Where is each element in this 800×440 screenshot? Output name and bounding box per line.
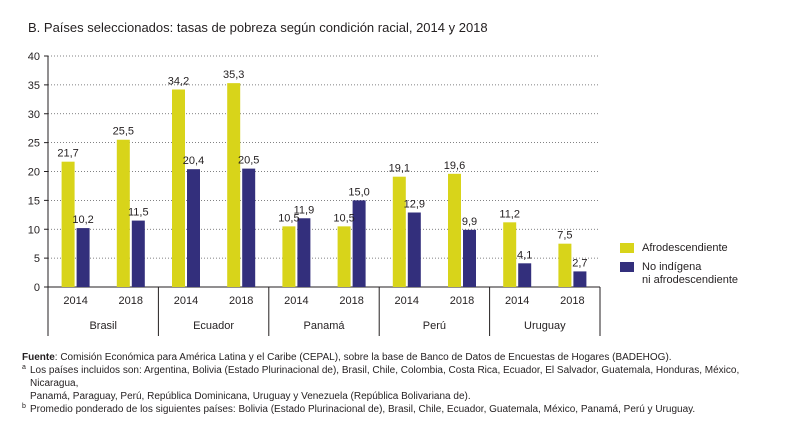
bar-no-indigena [76, 228, 90, 287]
x-tick-label-year: 2014 [395, 295, 419, 307]
y-tick-label: 5 [34, 253, 40, 265]
source-note: Fuente: Comisión Económica para América … [22, 351, 782, 364]
legend-swatch-no-indigena [620, 262, 634, 272]
data-label-no-indigena: 4,1 [517, 249, 532, 261]
bar-afrodescendiente [392, 176, 406, 287]
y-tick-label: 10 [28, 224, 40, 236]
bar-no-indigena [518, 263, 532, 287]
footnote-a: a Los países incluidos son: Argentina, Bo… [22, 364, 782, 390]
x-group-label: Uruguay [524, 320, 566, 332]
legend-item-afro: Afrodescendiente [620, 242, 738, 255]
footnote-a-line1: Los países incluidos son: Argentina, Bol… [30, 365, 740, 389]
y-tick-label: 15 [28, 195, 40, 207]
data-label-afrodescendiente: 25,5 [113, 126, 134, 138]
data-label-afrodescendiente: 7,5 [557, 230, 572, 242]
y-tick-label: 40 [28, 51, 40, 63]
data-label-afrodescendiente: 35,3 [223, 69, 244, 81]
source-text: : Comisión Económica para América Latina… [54, 352, 672, 363]
footnote-b-text: Promedio ponderado de los siguientes paí… [30, 404, 696, 415]
bar-afrodescendiente [503, 222, 517, 287]
legend-label-no-indigena-line2: ni afrodescendiente [642, 274, 739, 286]
bar-no-indigena [131, 220, 145, 287]
x-group-label: Panamá [304, 320, 346, 332]
footnote-b: b Promedio ponderado de los siguientes pa… [22, 403, 782, 416]
data-label-no-indigena: 12,9 [404, 199, 425, 211]
legend-label-no-indigena-line1: No indígena [642, 261, 702, 273]
footnote-a-mark: a [22, 364, 26, 371]
footnotes: Fuente: Comisión Económica para América … [22, 351, 782, 416]
data-label-no-indigena: 20,4 [183, 155, 204, 167]
x-tick-label-year: 2014 [63, 295, 87, 307]
footnote-a-continued: Panamá, Paraguay, Perú, República Domini… [22, 390, 782, 403]
bar-no-indigena [187, 169, 200, 287]
bar-afrodescendiente [116, 139, 130, 287]
bar-no-indigena [573, 271, 587, 287]
data-label-afrodescendiente: 10,5 [333, 212, 354, 224]
bar-chart: 0 5 10 15 20 25 30 35 40 21,7 10,2 2014 25,5 11,5 2018… [28, 51, 601, 336]
x-tick-label-year: 2018 [450, 295, 474, 307]
bar-afrodescendiente [448, 173, 461, 287]
footnote-b-mark: b [22, 403, 26, 410]
data-label-no-indigena: 10,2 [72, 214, 93, 226]
x-tick-label-year: 2018 [560, 295, 584, 307]
y-tick-label: 30 [28, 109, 40, 121]
legend-swatch-afro [620, 243, 634, 253]
chart-title: B. Países seleccionados: tasas de pobrez… [28, 20, 488, 35]
source-label: Fuente [22, 352, 55, 363]
bar-afrodescendiente [227, 83, 241, 287]
data-label-no-indigena: 15,0 [348, 186, 369, 198]
x-tick-label-year: 2014 [505, 295, 529, 307]
data-label-afrodescendiente: 10,5 [278, 212, 299, 224]
data-label-afrodescendiente: 19,6 [444, 160, 465, 172]
data-label-afrodescendiente: 34,2 [168, 75, 189, 87]
legend-label-afro: Afrodescendiente [642, 242, 728, 254]
x-tick-label-year: 2018 [339, 295, 363, 307]
data-label-afrodescendiente: 11,2 [499, 208, 520, 220]
x-tick-label-year: 2014 [174, 295, 198, 307]
data-label-afrodescendiente: 19,1 [389, 163, 410, 175]
bar-afrodescendiente [558, 243, 572, 287]
x-tick-label-year: 2018 [119, 295, 143, 307]
x-group-label: Perú [423, 320, 446, 332]
bar-no-indigena [297, 218, 311, 287]
data-label-no-indigena: 11,5 [128, 207, 149, 219]
data-label-no-indigena: 20,5 [238, 155, 259, 167]
y-tick-label: 25 [28, 138, 40, 150]
y-tick-label: 20 [28, 167, 40, 179]
bar-no-indigena [352, 200, 366, 287]
data-label-no-indigena: 9,9 [462, 216, 477, 228]
bar-no-indigena [463, 229, 476, 287]
x-tick-label-year: 2018 [229, 295, 253, 307]
y-tick-label: 35 [28, 80, 40, 92]
bar-no-indigena [242, 168, 256, 287]
legend-item-no-indigena: No indígena ni afrodescendiente [620, 261, 738, 287]
bar-afrodescendiente [337, 226, 351, 287]
bar-afrodescendiente [172, 89, 185, 288]
x-group-label: Ecuador [193, 320, 234, 332]
x-group-label: Brasil [89, 320, 117, 332]
bar-no-indigena [407, 212, 421, 287]
footnote-a-line2: Panamá, Paraguay, Perú, República Domini… [30, 391, 471, 402]
data-label-no-indigena: 2,7 [572, 257, 587, 269]
bar-afrodescendiente [61, 161, 75, 287]
y-tick-label: 0 [34, 282, 40, 294]
data-label-afrodescendiente: 21,7 [57, 148, 78, 160]
x-tick-label-year: 2014 [284, 295, 308, 307]
bar-afrodescendiente [282, 226, 296, 287]
data-label-no-indigena: 11,9 [294, 204, 315, 216]
legend: Afrodescendiente No indígena ni afrodesc… [620, 242, 738, 293]
